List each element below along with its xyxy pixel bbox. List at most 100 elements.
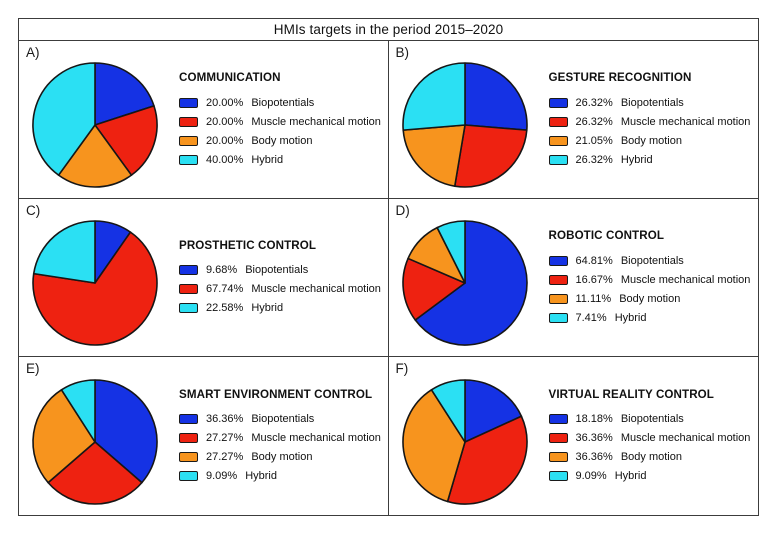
legend-percent: 9.68%	[206, 264, 238, 276]
figure-title: HMIs targets in the period 2015–2020	[273, 22, 504, 37]
legend-swatch-hybrid	[548, 154, 568, 165]
legend-swatch-biopotentials	[548, 97, 568, 108]
legend: COMMUNICATION 20.00% Biopotentials 20.00% M…	[179, 71, 381, 169]
legend-row: 16.67% Muscle mechanical motion	[548, 270, 751, 289]
pie-slice-muscle_mechanical_motion	[32, 231, 158, 346]
legend-label: Body motion	[251, 134, 313, 147]
legend-label: Hybrid	[614, 311, 647, 324]
legend-percent: 36.36%	[575, 432, 613, 444]
legend-percent: 9.09%	[575, 470, 607, 482]
panel-label: D)	[395, 202, 410, 218]
legend-label: Body motion	[620, 134, 682, 147]
legend-swatch-body_motion	[548, 452, 568, 462]
legend-label: Muscle mechanical motion	[251, 115, 381, 128]
legend-percent: 27.27%	[206, 432, 244, 444]
legend-swatch-muscle_mechanical_motion	[179, 284, 198, 294]
legend-percent: 11.11%	[575, 292, 612, 305]
pie-slice-muscle_mechanical_motion	[401, 257, 466, 321]
pie-svg	[401, 220, 528, 346]
legend-title: COMMUNICATION	[179, 71, 281, 84]
legend-rows: 26.32% Biopotentials 26.32% Muscle mechanic…	[548, 93, 751, 169]
legend-swatch-biopotentials	[179, 414, 198, 424]
legend-label: Biopotentials	[620, 254, 684, 267]
legend-swatch-biopotentials	[179, 97, 198, 108]
legend-label: Biopotentials	[251, 413, 315, 425]
panel-label: C)	[26, 202, 41, 218]
legend-row: 18.18% Biopotentials	[548, 410, 751, 429]
legend-label: Muscle mechanical motion	[251, 283, 381, 295]
legend: SMART ENVIRONMENT CONTROL 36.36% Biopoten…	[179, 388, 381, 486]
legend-row: 36.36% Muscle mechanical motion	[548, 429, 751, 448]
legend-swatch-biopotentials	[548, 414, 568, 424]
panel-a: A) COMMUNICATION 20.00% Biopotentials 20.0…	[19, 40, 389, 199]
pie-slice-biopotentials	[463, 378, 522, 443]
legend-percent: 36.36%	[206, 413, 244, 425]
pie-svg	[32, 378, 158, 505]
pie-slice-muscle_mechanical_motion	[446, 414, 528, 505]
legend-title: VIRTUAL REALITY CONTROL	[548, 387, 714, 401]
legend-label: Hybrid	[620, 153, 653, 166]
legend-label: Biopotentials	[251, 96, 315, 109]
panel-label: F)	[395, 360, 409, 376]
pie-chart	[399, 217, 531, 349]
pie-slice-muscle_mechanical_motion	[94, 105, 158, 176]
pie-chart	[399, 376, 531, 508]
legend-percent: 64.81%	[575, 254, 613, 267]
panel-d: D) ROBOTIC CONTROL 64.81% Biopotentials 16…	[388, 199, 758, 357]
legend-row: 27.27% Body motion	[179, 448, 381, 467]
figure-title-bar: HMIs targets in the period 2015–2020	[18, 18, 759, 41]
legend-swatch-biopotentials	[548, 255, 568, 266]
legend: GESTURE RECOGNITION 26.32% Biopotentials 2…	[548, 71, 751, 169]
legend-title: SMART ENVIRONMENT CONTROL	[179, 387, 373, 401]
legend-swatch-body_motion	[179, 452, 198, 462]
pie-slice-body_motion	[401, 388, 466, 502]
pie-slice-body_motion	[57, 124, 133, 188]
legend-label: Muscle mechanical motion	[620, 273, 751, 286]
legend-swatch-hybrid	[548, 312, 568, 323]
legend-title: PROSTHETIC CONTROL	[179, 238, 317, 252]
legend-percent: 26.32%	[575, 115, 613, 128]
legend-row: 27.27% Muscle mechanical motion	[179, 429, 381, 448]
figure: HMIs targets in the period 2015–2020 A) …	[18, 18, 759, 516]
legend-row: 9.09% Hybrid	[548, 467, 751, 486]
legend-swatch-body_motion	[548, 135, 568, 146]
pie-slice-hybrid	[401, 62, 466, 131]
legend-swatch-body_motion	[179, 135, 198, 146]
pie-slice-hybrid	[60, 378, 96, 443]
legend-row: 9.68% Biopotentials	[179, 261, 381, 280]
legend: PROSTHETIC CONTROL 9.68% Biopotentials 67.…	[179, 239, 381, 318]
legend-percent: 20.00%	[206, 96, 244, 109]
legend-percent: 26.32%	[575, 96, 613, 109]
legend-label: Hybrid	[614, 470, 647, 482]
legend-label: Body motion	[620, 451, 682, 463]
legend-swatch-hybrid	[548, 471, 568, 481]
legend-row: 40.00% Hybrid	[179, 150, 381, 169]
legend-row: 36.36% Body motion	[548, 448, 751, 467]
legend-label: Biopotentials	[620, 413, 684, 425]
legend-row: 26.32% Muscle mechanical motion	[548, 112, 751, 131]
legend-label: Biopotentials	[620, 96, 684, 109]
legend-label: Biopotentials	[245, 264, 309, 276]
legend-swatch-muscle_mechanical_motion	[548, 433, 568, 443]
legend-row: 26.32% Hybrid	[548, 150, 751, 169]
legend-label: Hybrid	[251, 153, 284, 166]
legend-percent: 27.27%	[206, 451, 244, 463]
panel-f: F) VIRTUAL REALITY CONTROL 18.18% Biopote…	[389, 357, 759, 515]
pie-slice-body_motion	[32, 388, 96, 483]
legend-label: Muscle mechanical motion	[620, 432, 751, 444]
legend-row: 20.00% Body motion	[179, 131, 381, 150]
panel-c: C) PROSTHETIC CONTROL 9.68% Biopotentials…	[19, 198, 389, 357]
pie-slice-biopotentials	[94, 62, 155, 126]
legend-percent: 26.32%	[575, 153, 613, 166]
legend-row: 67.74% Muscle mechanical motion	[179, 280, 381, 299]
legend-swatch-hybrid	[179, 303, 198, 313]
pie-slice-biopotentials	[463, 62, 528, 131]
pie-slice-muscle_mechanical_motion	[47, 440, 143, 505]
pie-slice-hybrid	[430, 378, 466, 443]
pie-slice-muscle_mechanical_motion	[453, 124, 528, 188]
pie-slice-biopotentials	[413, 220, 528, 346]
legend-label: Muscle mechanical motion	[620, 115, 751, 128]
legend: ROBOTIC CONTROL 64.81% Biopotentials 16.67…	[548, 229, 751, 327]
pie-slice-biopotentials	[94, 378, 158, 483]
panel-label: A)	[26, 44, 40, 60]
